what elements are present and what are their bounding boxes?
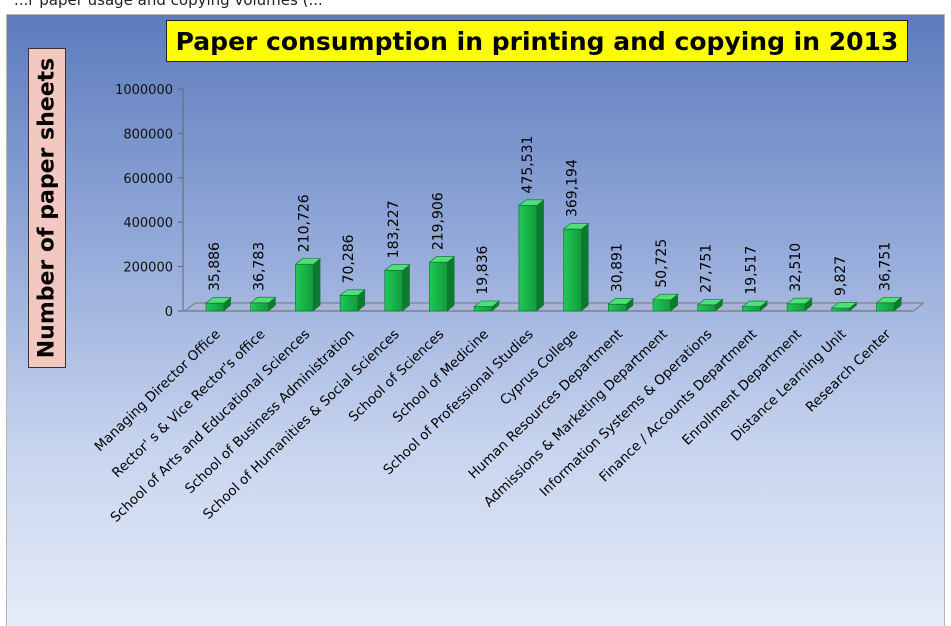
bar-value-label: 35,886 [207,242,223,291]
bar-value-label: 183,227 [386,200,402,258]
bar [339,289,366,312]
bar [875,296,903,312]
bar-value-label: 19,836 [475,246,491,295]
bar [473,300,501,312]
caption-fragment: ...r paper usage and copying volumes (..… [14,0,323,9]
y-tick-label: 600000 [123,172,173,187]
bar-value-label: 36,783 [252,242,268,291]
bar-value-label: 30,891 [609,243,625,292]
bar-value-label: 36,751 [878,242,894,291]
bar [383,264,411,312]
bar [205,297,232,312]
x-category-label: School of Arts and Educational Sciences [108,326,314,525]
bar [607,298,635,312]
bar-value-label: 70,286 [341,234,357,283]
bar-value-label: 19,517 [743,246,759,295]
y-tick-label: 1000000 [115,83,173,98]
y-tick-label: 800000 [123,127,173,142]
y-tick-label: 400000 [123,216,173,231]
bar [518,199,545,312]
bar [428,256,456,312]
bar [652,293,679,312]
bar [562,223,590,312]
bar-value-label: 50,725 [654,239,670,288]
bar [696,298,724,312]
bar-value-label: 219,906 [431,192,447,250]
bar-value-label: 210,726 [296,194,312,252]
y-axis-title-box [28,48,66,368]
bar-value-label: 32,510 [788,243,804,292]
bar [786,297,813,312]
bar [830,302,858,312]
chart-frame [6,14,945,626]
bar [294,258,322,312]
bar [249,296,277,312]
bar-value-label: 27,751 [699,244,715,293]
chart-title: Paper consumption in printing and copyin… [166,20,908,62]
bar-value-label: 475,531 [520,136,536,194]
y-tick-label: 200000 [123,261,173,276]
x-category-label: Research Center [803,326,895,415]
bar [741,300,769,312]
y-tick-label: 0 [165,305,173,320]
x-category-label: Cyprus College [497,326,581,408]
bar-value-label: 369,194 [565,159,581,217]
bar-value-label: 9,827 [833,256,849,296]
